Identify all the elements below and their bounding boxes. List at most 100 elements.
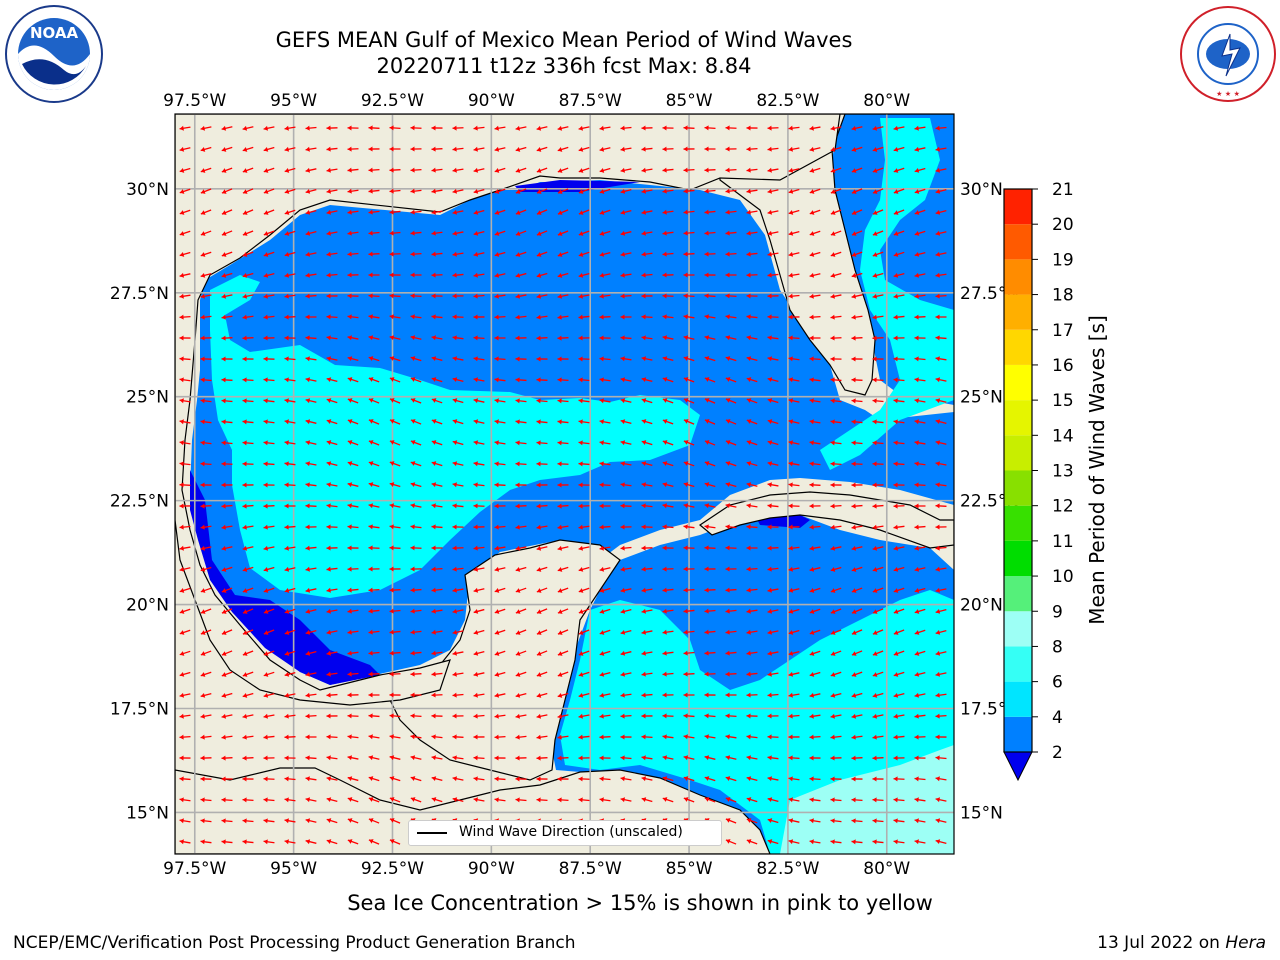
direction-arrowhead [662,398,668,403]
direction-arrowhead [263,503,268,509]
colorbar-tick-label: 13 [1052,462,1074,482]
direction-arrowhead [536,398,541,404]
direction-arrowhead [326,587,331,593]
direction-arrowhead [431,461,437,466]
direction-arrowhead [263,189,269,194]
direction-arrowhead [368,482,374,487]
direction-arrowhead [200,252,206,257]
direction-arrowhead [494,630,500,635]
direction-arrowhead [725,734,730,740]
direction-arrowhead [242,252,248,257]
direction-arrowhead [179,272,185,278]
direction-arrowhead [326,293,331,299]
direction-arrowhead [284,168,290,173]
direction-arrowhead [326,419,332,424]
direction-arrowhead [410,671,415,677]
direction-arrowhead [221,252,227,257]
direction-arrowhead [389,314,394,320]
direction-arrowhead [809,588,815,593]
direction-arrowhead [746,230,751,236]
direction-arrowhead [473,230,479,236]
direction-arrowhead [515,482,520,488]
direction-arrowhead [179,461,184,467]
direction-arrowhead [263,609,269,614]
direction-arrowhead [809,377,814,383]
direction-arrowhead [725,125,730,131]
direction-arrowhead [767,482,772,488]
direction-arrowhead [473,125,478,131]
direction-arrowhead [473,356,478,362]
direction-arrowhead [935,146,940,152]
direction-arrowhead [305,251,311,257]
direction-arrowhead [788,524,793,530]
direction-arrowhead [725,482,731,488]
direction-arrowhead [200,293,206,299]
direction-arrowhead [767,545,772,551]
direction-arrowhead [284,398,289,404]
direction-arrowhead [347,188,352,194]
direction-arrowhead [830,672,836,677]
direction-arrowhead [893,314,898,320]
direction-arrowhead [536,651,542,656]
direction-arrowhead [431,776,437,782]
direction-arrowhead [305,167,311,173]
direction-arrowhead [851,189,857,194]
direction-arrowhead [326,482,331,488]
direction-arrowhead [179,609,185,614]
colorbar-box [1004,435,1032,471]
direction-arrowhead [368,692,373,698]
direction-arrowhead [851,293,857,299]
direction-arrowhead [452,377,458,383]
direction-arrowhead [599,419,604,425]
colorbar-tick-label: 4 [1052,708,1063,728]
direction-arrowhead [305,692,310,698]
direction-arrowhead [179,503,184,509]
direction-arrowhead [704,545,709,551]
direction-arrowhead [263,146,269,152]
colorbar-tick-label: 11 [1052,532,1074,552]
direction-arrowhead [179,588,185,593]
direction-arrowhead [788,755,793,761]
direction-arrowhead [242,693,248,698]
direction-arrowhead [767,713,772,719]
direction-arrowhead [179,524,184,530]
colorbar-tick-label: 14 [1052,426,1074,446]
direction-arrowhead [431,692,436,698]
direction-arrowhead [473,335,478,341]
lat-label-left: 22.5°N [110,492,169,512]
direction-arrowhead [872,734,877,740]
colorbar-tick-label: 12 [1052,497,1074,517]
direction-arrowhead [830,293,836,299]
direction-arrowhead [473,440,479,446]
direction-arrowhead [641,524,646,530]
direction-arrowhead [221,797,226,803]
direction-arrowhead [284,231,290,236]
direction-arrowhead [473,314,478,320]
lat-label-right: 25°N [960,388,1003,408]
direction-arrowhead [830,252,836,257]
direction-arrowhead [746,566,751,572]
direction-arrowhead [872,693,878,698]
direction-arrowhead [368,398,374,403]
direction-arrowhead [494,335,499,341]
lat-label-right: 20°N [960,596,1003,616]
direction-arrowhead [284,713,289,719]
direction-arrowhead [368,314,373,320]
direction-arrowhead [662,146,667,152]
direction-arrowhead [200,440,205,446]
direction-arrowhead [200,482,205,488]
direction-arrowhead [788,734,793,740]
direction-arrowhead [515,692,521,698]
direction-arrowhead [431,167,436,173]
direction-arrowhead [305,524,310,530]
direction-arrowhead [725,146,730,152]
lon-label-top: 85°W [666,91,713,111]
direction-arrowhead [788,146,793,152]
direction-arrowhead [284,335,289,341]
direction-arrowhead [347,566,352,572]
direction-arrowhead [179,482,184,488]
direction-arrowhead [347,671,352,677]
colorbar-tick-label: 2 [1052,743,1063,763]
direction-arrowhead [305,419,311,425]
direction-arrowhead [326,713,331,719]
